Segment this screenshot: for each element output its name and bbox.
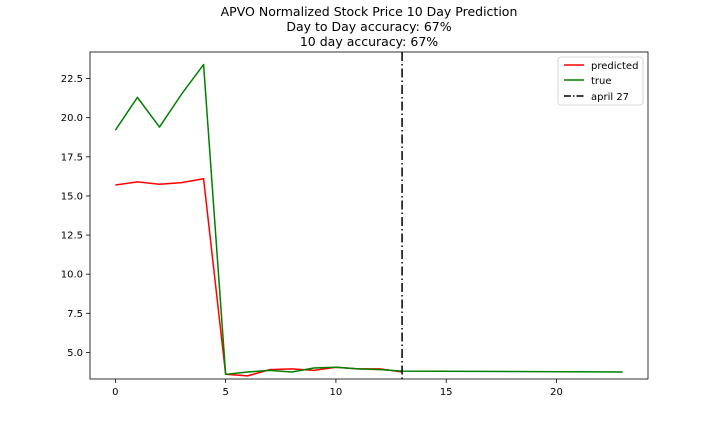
series-line-predicted (115, 177, 403, 377)
x-tick-label: 15 (440, 387, 453, 398)
chart-title-line-3: 10 day accuracy: 67% (300, 34, 438, 49)
y-tick-label: 12.5 (61, 231, 83, 242)
legend-label-true: true (591, 76, 612, 87)
y-tick-label: 20.0 (61, 113, 83, 124)
plot-area-frame (89, 51, 649, 380)
series-line-true (114, 63, 623, 376)
x-tick-label: 10 (330, 387, 343, 398)
legend-label-predicted: predicted (591, 61, 638, 72)
chart-title-line-2: Day to Day accuracy: 67% (286, 19, 451, 34)
y-axis: 5.0 7.5 10.0 12.5 15.0 17.5 20.0 22.5 (61, 74, 90, 359)
x-tick-label: 20 (550, 387, 563, 398)
series-layer (114, 63, 623, 377)
legend-box (557, 56, 644, 106)
y-tick-label: 22.5 (61, 74, 83, 85)
legend-label-april-27: april 27 (591, 92, 629, 103)
chart-title-line-1: APVO Normalized Stock Price 10 Day Predi… (221, 4, 518, 19)
x-tick-label: 0 (112, 387, 118, 398)
y-tick-label: 7.5 (67, 309, 83, 320)
legend: predicted true april 27 (557, 56, 644, 106)
y-tick-label: 5.0 (67, 348, 83, 359)
y-tick-label: 15.0 (61, 191, 83, 202)
x-axis: 0 5 10 15 20 (112, 379, 563, 398)
x-tick-label: 5 (222, 387, 228, 398)
y-tick-label: 17.5 (61, 152, 83, 163)
y-tick-label: 10.0 (61, 270, 83, 281)
